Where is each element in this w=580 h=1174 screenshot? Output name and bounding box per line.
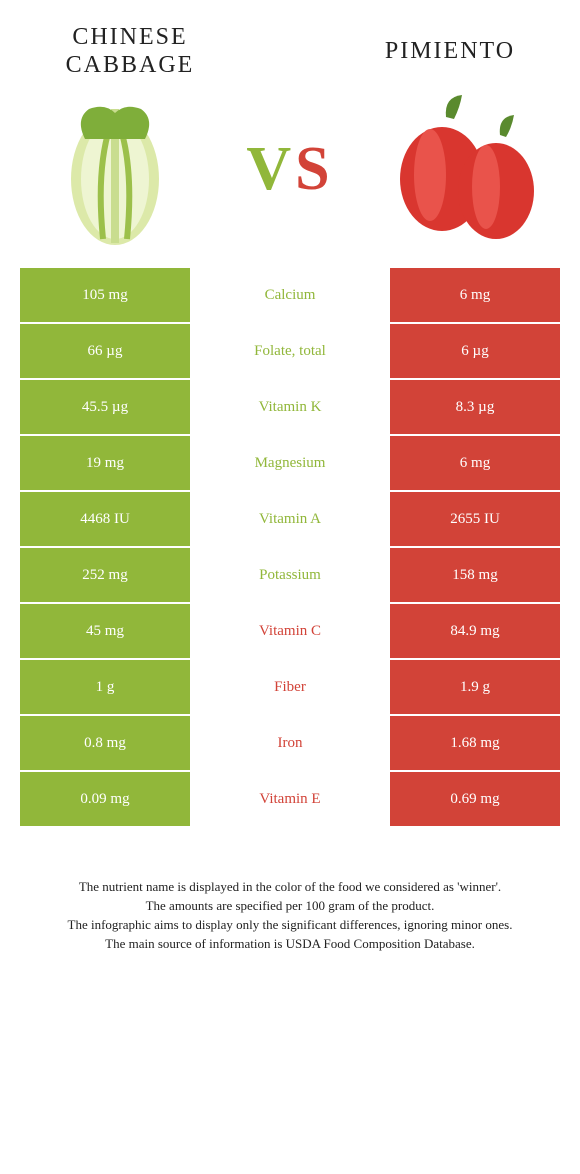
nutrient-name: Fiber — [190, 660, 390, 714]
nutrient-name: Iron — [190, 716, 390, 770]
value-left: 252 mg — [20, 548, 190, 602]
value-left: 66 µg — [20, 324, 190, 378]
footer-line-2: The amounts are specified per 100 gram o… — [32, 897, 548, 916]
value-left: 0.09 mg — [20, 772, 190, 826]
value-right: 1.9 g — [390, 660, 560, 714]
nutrient-name: Vitamin C — [190, 604, 390, 658]
nutrient-name: Folate, total — [190, 324, 390, 378]
food-image-left — [40, 84, 190, 254]
nutrient-row: 0.09 mgVitamin E0.69 mg — [20, 772, 560, 826]
nutrient-row: 4468 IUVitamin A2655 IU — [20, 492, 560, 546]
value-left: 19 mg — [20, 436, 190, 490]
nutrient-table: 105 mgCalcium6 mg66 µgFolate, total6 µg4… — [0, 268, 580, 826]
footer-line-3: The infographic aims to display only the… — [32, 916, 548, 935]
footer-line-4: The main source of information is USDA F… — [32, 935, 548, 954]
vs-label: VS — [246, 134, 333, 205]
value-right: 0.69 mg — [390, 772, 560, 826]
value-left: 105 mg — [20, 268, 190, 322]
nutrient-row: 66 µgFolate, total6 µg — [20, 324, 560, 378]
nutrient-name: Vitamin A — [190, 492, 390, 546]
nutrient-name: Magnesium — [190, 436, 390, 490]
value-right: 158 mg — [390, 548, 560, 602]
value-right: 6 mg — [390, 436, 560, 490]
value-right: 1.68 mg — [390, 716, 560, 770]
value-left: 45 mg — [20, 604, 190, 658]
footer-line-1: The nutrient name is displayed in the co… — [32, 878, 548, 897]
nutrient-name: Vitamin E — [190, 772, 390, 826]
nutrient-row: 19 mgMagnesium6 mg — [20, 436, 560, 490]
value-right: 6 µg — [390, 324, 560, 378]
vs-v: V — [246, 135, 295, 203]
nutrient-row: 45 mgVitamin C84.9 mg — [20, 604, 560, 658]
value-right: 6 mg — [390, 268, 560, 322]
nutrient-name: Vitamin K — [190, 380, 390, 434]
nutrient-row: 252 mgPotassium158 mg — [20, 548, 560, 602]
image-row: VS — [0, 78, 580, 268]
nutrient-row: 105 mgCalcium6 mg — [20, 268, 560, 322]
header: Chinesecabbage Pimiento — [0, 0, 580, 78]
value-left: 1 g — [20, 660, 190, 714]
value-right: 2655 IU — [390, 492, 560, 546]
value-left: 0.8 mg — [20, 716, 190, 770]
value-left: 45.5 µg — [20, 380, 190, 434]
nutrient-name: Calcium — [190, 268, 390, 322]
nutrient-row: 1 gFiber1.9 g — [20, 660, 560, 714]
nutrient-name: Potassium — [190, 548, 390, 602]
footer-notes: The nutrient name is displayed in the co… — [0, 828, 580, 953]
food-image-right — [390, 84, 540, 254]
nutrient-row: 0.8 mgIron1.68 mg — [20, 716, 560, 770]
vs-s: S — [295, 135, 333, 203]
nutrient-row: 45.5 µgVitamin K8.3 µg — [20, 380, 560, 434]
value-right: 8.3 µg — [390, 380, 560, 434]
food-title-right: Pimiento — [350, 24, 550, 66]
value-right: 84.9 mg — [390, 604, 560, 658]
food-title-left: Chinesecabbage — [30, 24, 230, 79]
value-left: 4468 IU — [20, 492, 190, 546]
